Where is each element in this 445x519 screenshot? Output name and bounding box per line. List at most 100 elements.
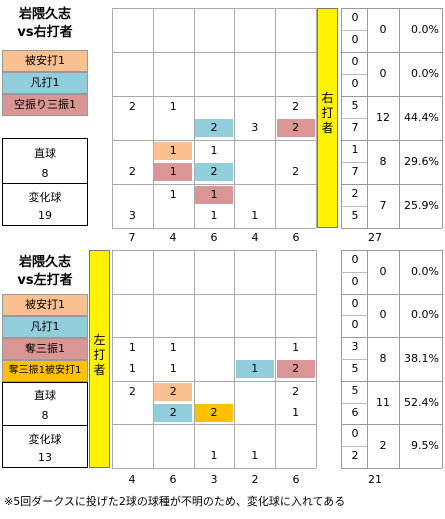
table-split-line (341, 118, 367, 119)
heatmap-cell-value: 1 (251, 209, 259, 222)
heatmap-cell-value: 1 (169, 362, 177, 375)
table-count-b: 6 (351, 405, 359, 419)
section2-right-table: 0 0 0 0.0% 0 0 0 0.0% 3 5 8 38.1% 5 6 11 52.4% 0 2 2 9.5% (341, 250, 443, 469)
grid-hline (112, 380, 316, 382)
heatmap-cell-value: 2 (128, 384, 136, 398)
section1-legend-strikeout: 空振り三振1 (2, 94, 88, 116)
section1-title-batter: vs右打者 (17, 25, 73, 40)
table-count-b: 5 (351, 209, 359, 222)
heatmap-cell-value: 2 (195, 119, 233, 137)
footnote: ※5回ダークスに投げた2球の球種が不明のため、変化球に入れてある (4, 495, 346, 508)
table-count-a: 0 (351, 427, 359, 441)
grid-vline (234, 8, 236, 228)
grid-vline (193, 250, 195, 468)
section1-coltotal-2: 4 (169, 231, 177, 244)
table-hline (341, 184, 442, 185)
section2-legend-strikeout-hit: 奪三振1被安打1 (2, 360, 88, 382)
table-pct: 38.1% (404, 352, 439, 365)
table-count-a: 0 (351, 296, 359, 310)
table-split-line (341, 402, 367, 404)
table-pct: 25.9% (404, 199, 439, 212)
grid-hline (112, 337, 316, 339)
table-count-a: 3 (351, 340, 359, 354)
section1-coltotal-1: 7 (128, 231, 136, 244)
grid-vline (152, 8, 154, 228)
section1-fastball-count: 8 (41, 167, 49, 180)
table-hline (341, 8, 442, 9)
grid-hline (112, 228, 316, 229)
section2-breaking-label: 変化球 (28, 433, 62, 446)
table-split-line (341, 74, 367, 75)
section1-fastball-label: 直球 (34, 147, 56, 160)
section1-legend-fly: 凡打1 (2, 72, 88, 94)
section1-breaking-label: 変化球 (28, 191, 62, 204)
grid-hline (112, 424, 316, 426)
section2-coltotal-5: 6 (292, 473, 300, 486)
heatmap-cell-value: 1 (210, 449, 218, 463)
heatmap-cell-value: 2 (128, 165, 136, 178)
table-hline (341, 52, 442, 53)
section2-zone-char2: 打 (93, 348, 106, 362)
table-count-a: 2 (351, 187, 359, 200)
section2-coltotal-2: 6 (169, 473, 177, 486)
grid-vline (152, 250, 154, 468)
section2-pitch-box: 直球 8 変化球 13 (2, 382, 88, 468)
table-split-line (341, 206, 367, 207)
heatmap-cell-value: 3 (128, 209, 136, 222)
table-total: 2 (379, 439, 387, 453)
heatmap-cell-value: 2 (154, 403, 193, 422)
heatmap-cell-value: 1 (210, 144, 218, 157)
table-split-line (341, 359, 367, 360)
table-count-a: 0 (351, 11, 359, 24)
table-count-b: 2 (351, 449, 359, 463)
heatmap-cell-value: 2 (292, 100, 300, 113)
table-total: 7 (379, 199, 387, 212)
heatmap-cell-value: 1 (169, 341, 177, 355)
heatmap-cell-value: 1 (292, 341, 300, 355)
table-pct: 0.0% (411, 264, 439, 278)
table-pct: 9.5% (411, 439, 439, 453)
section1-zone-char1: 右 (321, 91, 334, 105)
table-count-a: 0 (351, 253, 359, 266)
table-vline (442, 250, 443, 468)
heatmap-cell-value: 3 (251, 121, 259, 134)
section2-title: 岩隈久志 vs左打者 (2, 254, 88, 290)
heatmap-cell-value: 2 (195, 403, 233, 422)
heatmap-cell-value: 2 (154, 382, 193, 401)
grid-vline (193, 8, 195, 228)
table-pct: 0.0% (411, 67, 439, 80)
heatmap-cell-value: 1 (128, 362, 136, 375)
grid-hline (112, 468, 316, 469)
table-hline (341, 96, 442, 97)
table-pct: 52.4% (404, 395, 439, 409)
section1-grand-total: 27 (368, 231, 382, 244)
grid-vline (275, 8, 277, 228)
table-vline (367, 250, 368, 468)
table-total: 8 (379, 352, 387, 365)
section2-zone-char1: 左 (93, 333, 106, 347)
section1-coltotal-3: 6 (210, 231, 218, 244)
section1-breaking-count: 19 (38, 209, 52, 222)
table-hline (341, 293, 442, 295)
table-total: 8 (379, 155, 387, 168)
section2-title-batter: vs左打者 (17, 273, 73, 288)
table-count-b: 0 (351, 33, 359, 46)
heatmap-cell-value: 1 (210, 209, 218, 222)
heatmap-cell-value: 2 (292, 384, 300, 398)
section2-legend-hit: 被安打1 (2, 294, 88, 316)
table-total: 11 (376, 395, 390, 409)
grid-vline (275, 250, 277, 468)
table-split-line (341, 271, 367, 273)
heatmap-cell-value: 1 (251, 449, 259, 463)
table-total: 0 (379, 308, 387, 322)
section2-coltotal-3: 3 (210, 473, 218, 486)
grid-vline (316, 250, 317, 468)
section2-title-pitcher: 岩隈久志 (18, 255, 71, 270)
heatmap-cell-value: 2 (128, 100, 136, 113)
heatmap-cell-value: 1 (235, 360, 274, 378)
heatmap-cell-value: 1 (169, 100, 177, 113)
section1-zone-bar: 右 打 者 (317, 8, 338, 228)
table-total: 12 (376, 111, 390, 124)
